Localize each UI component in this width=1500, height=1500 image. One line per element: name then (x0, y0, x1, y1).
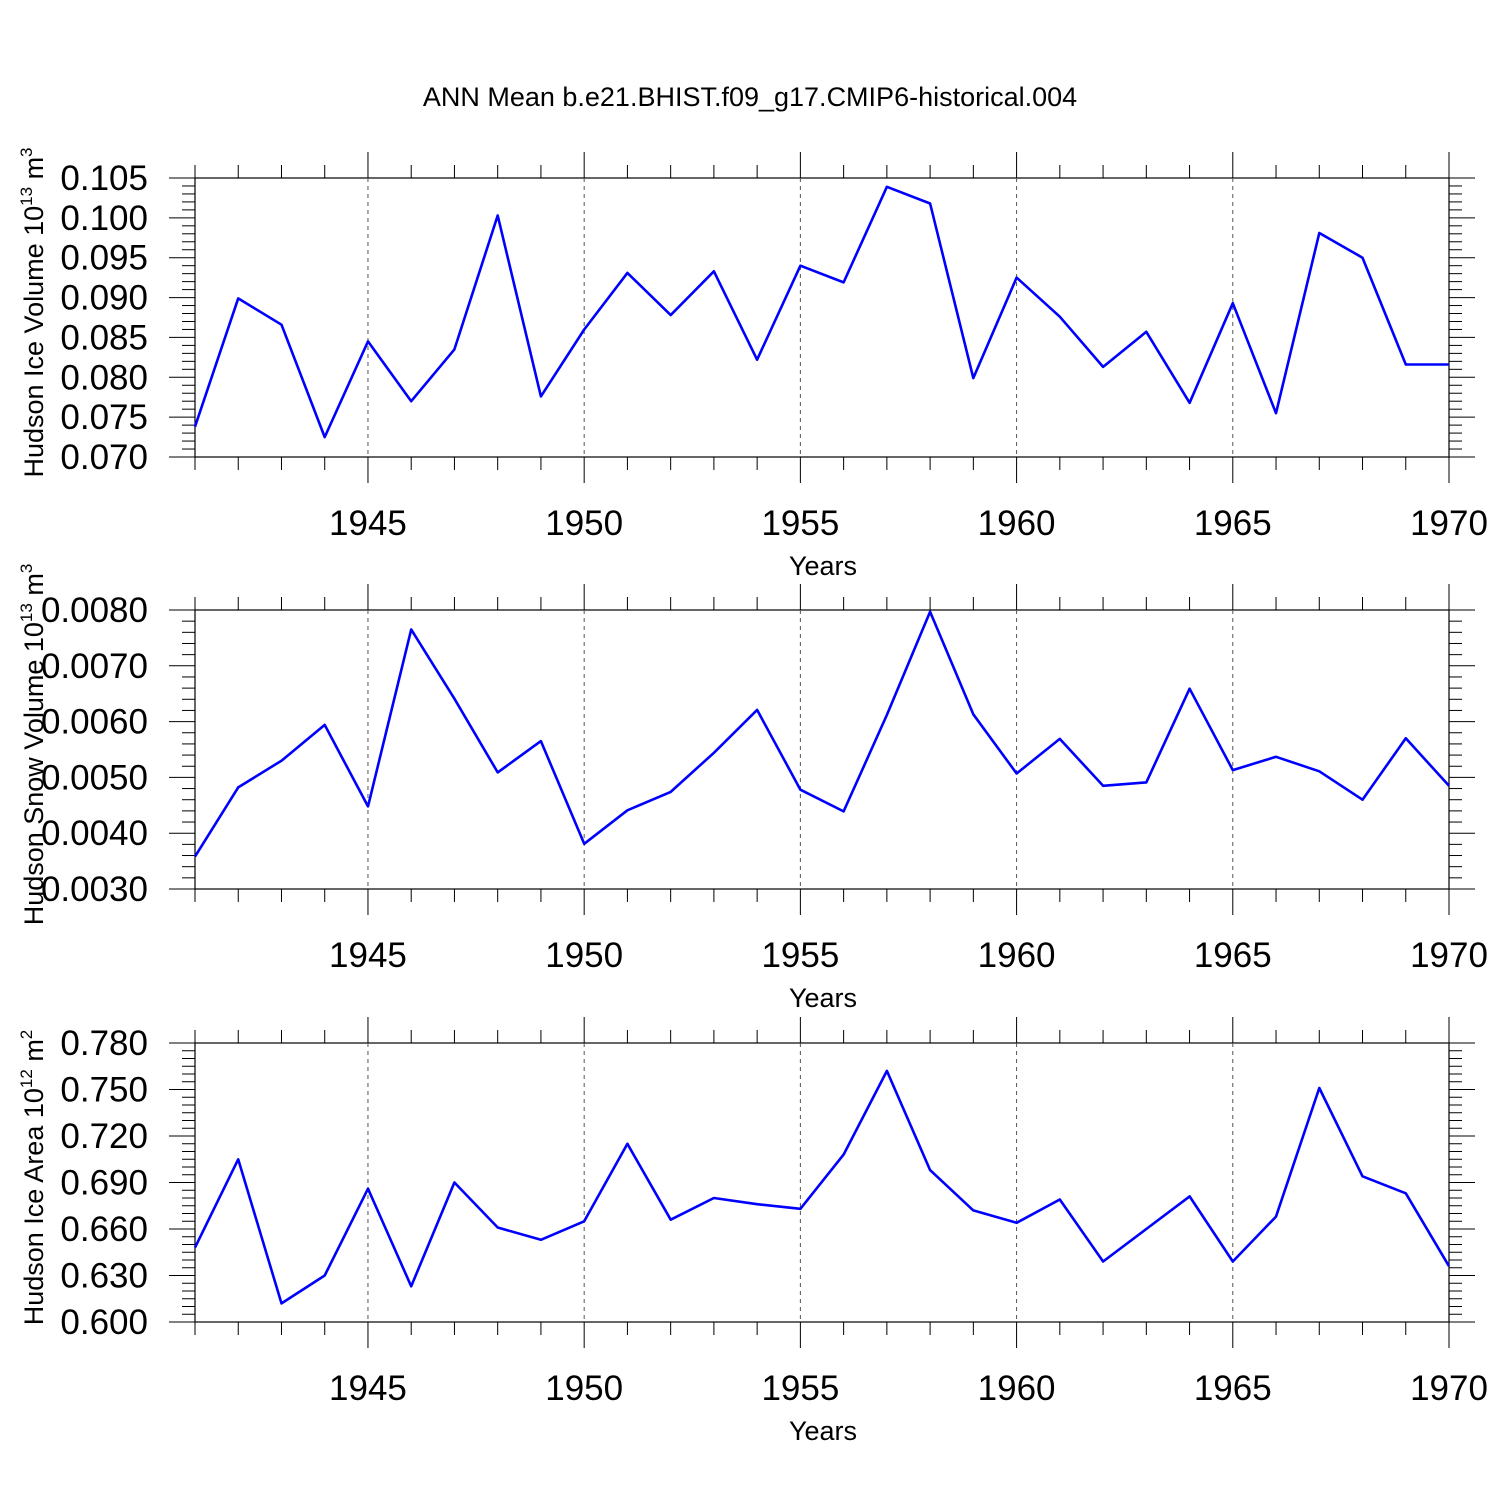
y-tick-label: 0.105 (60, 159, 148, 198)
y-axis-title: Hudson Snow Volume 1013 m3 (17, 564, 49, 926)
x-tick-label: 1965 (1194, 1369, 1272, 1408)
y-axis-title: Hudson Ice Volume 1013 m3 (17, 147, 49, 477)
y-tick-label: 0.0060 (41, 703, 148, 742)
data-series-line (193, 185, 1449, 439)
x-tick-label: 1955 (761, 504, 839, 543)
y-tick-label: 0.0030 (41, 870, 148, 909)
y-tick-label: 0.600 (60, 1303, 148, 1342)
y-tick-label: 0.0050 (41, 758, 148, 797)
y-tick-label: 0.720 (60, 1117, 148, 1156)
y-tick-label: 0.660 (60, 1210, 148, 1249)
data-series-line (193, 1069, 1451, 1305)
y-tick-label: 0.085 (60, 318, 148, 357)
y-tick-label: 0.690 (60, 1164, 148, 1203)
x-tick-label: 1960 (978, 504, 1056, 543)
x-tick-label: 1965 (1194, 504, 1272, 543)
y-tick-label: 0.095 (60, 239, 148, 278)
x-tick-label: 1970 (1410, 504, 1488, 543)
y-tick-label: 0.750 (60, 1071, 148, 1110)
y-tick-label: 0.100 (60, 199, 148, 238)
chart-panel-2: 1945 1950 1955 1960 1965 1970 0.0030 0.0040 0.00… (17, 564, 1488, 1013)
y-axis-title: Hudson Ice Area 1012 m2 (17, 1030, 49, 1326)
x-axis-title: Years (789, 1416, 857, 1446)
chart-panel-1: 1945 1950 1955 1960 1965 19700.0700.0750.0800… (17, 147, 1488, 581)
x-axis-title: Years (789, 551, 857, 581)
x-tick-label: 1970 (1410, 1369, 1488, 1408)
x-tick-label: 1955 (761, 936, 839, 975)
x-tick-label: 1950 (545, 1369, 623, 1408)
x-tick-label: 1950 (545, 504, 623, 543)
y-tick-label: 0.0080 (41, 591, 148, 630)
chart-panel-3: 1945 1950 1955 1960 1965 1970 0.600 0.630 0.660 0… (17, 1017, 1488, 1446)
data-series-line (193, 610, 1450, 858)
y-tick-label: 0.080 (60, 358, 148, 397)
y-tick-label: 0.090 (60, 279, 148, 318)
y-tick-label: 0.070 (60, 438, 148, 477)
y-tick-label: 0.780 (60, 1024, 148, 1063)
figure-title: ANN Mean b.e21.BHIST.f09_g17.CMIP6-histo… (423, 82, 1077, 112)
plot-frame (194, 177, 1450, 458)
x-axis-title: Years (789, 983, 857, 1013)
x-tick-label: 1970 (1410, 936, 1488, 975)
y-tick-label: 0.075 (60, 398, 148, 437)
x-tick-label: 1950 (545, 936, 623, 975)
y-tick-label: 0.0040 (41, 814, 148, 853)
x-tick-label: 1960 (978, 936, 1056, 975)
x-tick-label: 1945 (329, 936, 407, 975)
x-tick-label: 1965 (1194, 936, 1272, 975)
plot-frame (194, 609, 1450, 890)
x-tick-label: 1955 (761, 1369, 839, 1408)
x-tick-label: 1945 (329, 1369, 407, 1408)
y-tick-label: 0.0070 (41, 647, 148, 686)
panels: 1945 1950 1955 1960 1965 19700.0700.0750.0800… (17, 147, 1488, 1446)
x-tick-label: 1960 (978, 1369, 1056, 1408)
y-tick-label: 0.630 (60, 1257, 148, 1296)
x-tick-label: 1945 (329, 504, 407, 543)
